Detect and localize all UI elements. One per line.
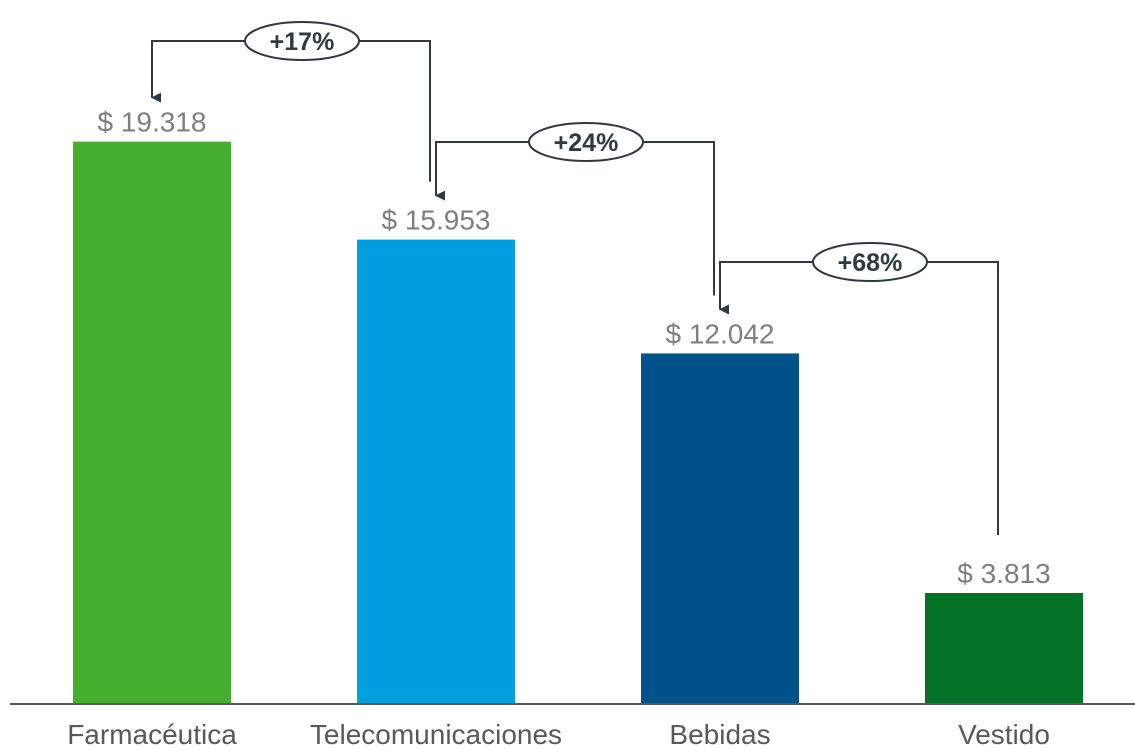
labels-layer: $ 19.318 Farmacéutica $ 15.953 Telecomunica…	[67, 107, 1051, 750]
growth-badge	[244, 21, 360, 61]
bars-layer	[73, 141, 1083, 704]
bar-farmaceutica	[73, 141, 231, 704]
value-label-vestido: $ 3.813	[957, 558, 1050, 589]
growth-badge	[528, 122, 644, 162]
value-label-telecomunicaciones: $ 15.953	[382, 205, 491, 236]
growth-badge-label: +24%	[554, 129, 619, 157]
value-label-bebidas: $ 12.042	[666, 318, 775, 349]
growth-badge-label: +68%	[838, 249, 903, 277]
category-label-bebidas: Bebidas	[669, 719, 770, 750]
growth-annotation: +17%	[151, 21, 431, 182]
category-label-telecomunicaciones: Telecomunicaciones	[310, 719, 562, 750]
category-label-farmaceutica: Farmacéutica	[67, 719, 237, 750]
growth-annotation: +68%	[719, 242, 999, 535]
growth-annotation: +24%	[435, 122, 715, 296]
value-label-farmaceutica: $ 19.318	[98, 107, 207, 138]
bar-vestido	[925, 592, 1083, 704]
growth-badge	[812, 242, 928, 282]
bar-bebidas	[641, 353, 799, 704]
category-label-vestido: Vestido	[958, 719, 1050, 750]
bar-telecomunicaciones	[357, 239, 515, 704]
growth-badge-label: +17%	[270, 28, 335, 56]
annotations-layer: +17% +24% +68%	[151, 21, 999, 535]
